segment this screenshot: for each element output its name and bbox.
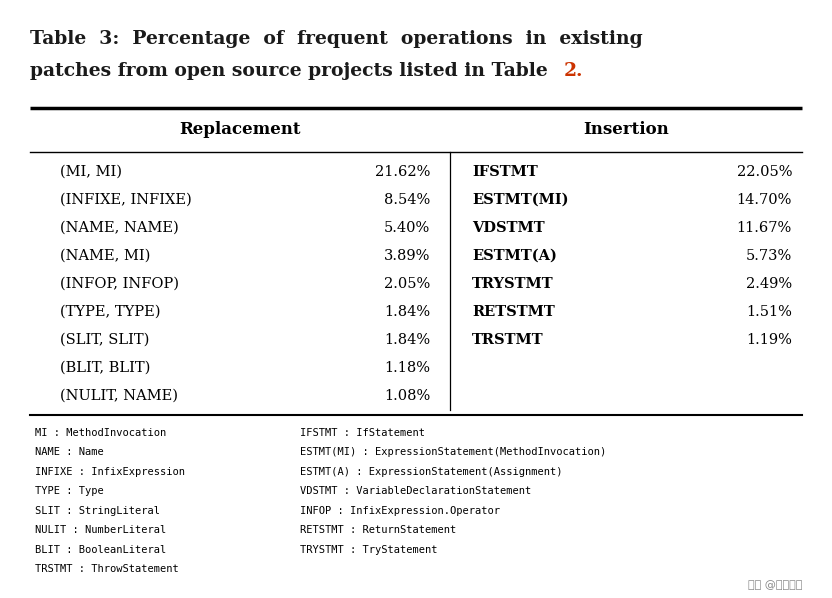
Text: 头条 @贾则科技: 头条 @贾则科技 bbox=[748, 580, 802, 590]
Text: patches from open source projects listed in Table: patches from open source projects listed… bbox=[30, 62, 554, 80]
Text: (INFOP, INFOP): (INFOP, INFOP) bbox=[60, 277, 179, 291]
Text: 22.05%: 22.05% bbox=[736, 165, 792, 179]
Text: 2.: 2. bbox=[564, 62, 583, 80]
Text: 2.05%: 2.05% bbox=[384, 277, 430, 291]
Text: ESTMT(A) : ExpressionStatement(Assignment): ESTMT(A) : ExpressionStatement(Assignmen… bbox=[300, 467, 562, 477]
Text: INFIXE : InfixExpression: INFIXE : InfixExpression bbox=[35, 467, 185, 477]
Text: TRYSTMT : TryStatement: TRYSTMT : TryStatement bbox=[300, 545, 438, 555]
Text: 1.84%: 1.84% bbox=[384, 305, 430, 319]
Text: 1.51%: 1.51% bbox=[746, 305, 792, 319]
Text: (NAME, NAME): (NAME, NAME) bbox=[60, 221, 179, 235]
Text: 5.73%: 5.73% bbox=[745, 249, 792, 263]
Text: 1.19%: 1.19% bbox=[746, 333, 792, 347]
Text: NAME : Name: NAME : Name bbox=[35, 447, 104, 457]
Text: Replacement: Replacement bbox=[179, 121, 300, 139]
Text: MI : MethodInvocation: MI : MethodInvocation bbox=[35, 428, 166, 438]
Text: (SLIT, SLIT): (SLIT, SLIT) bbox=[60, 333, 150, 347]
Text: 11.67%: 11.67% bbox=[737, 221, 792, 235]
Text: VDSTMT: VDSTMT bbox=[472, 221, 545, 235]
Text: 2.49%: 2.49% bbox=[745, 277, 792, 291]
Text: BLIT : BooleanLiteral: BLIT : BooleanLiteral bbox=[35, 545, 166, 555]
Text: RETSTMT: RETSTMT bbox=[472, 305, 555, 319]
Text: (TYPE, TYPE): (TYPE, TYPE) bbox=[60, 305, 161, 319]
Text: 5.40%: 5.40% bbox=[384, 221, 430, 235]
Text: 14.70%: 14.70% bbox=[736, 193, 792, 207]
Text: TYPE : Type: TYPE : Type bbox=[35, 486, 104, 496]
Text: 1.08%: 1.08% bbox=[384, 389, 430, 403]
Text: ESTMT(MI): ESTMT(MI) bbox=[472, 193, 568, 207]
Text: 8.54%: 8.54% bbox=[384, 193, 430, 207]
Text: IFSTMT : IfStatement: IFSTMT : IfStatement bbox=[300, 428, 425, 438]
Text: 1.18%: 1.18% bbox=[384, 361, 430, 375]
Text: TRYSTMT: TRYSTMT bbox=[472, 277, 553, 291]
Text: TRSTMT : ThrowStatement: TRSTMT : ThrowStatement bbox=[35, 565, 179, 574]
Text: (MI, MI): (MI, MI) bbox=[60, 165, 122, 179]
Text: (NULIT, NAME): (NULIT, NAME) bbox=[60, 389, 178, 403]
Text: SLIT : StringLiteral: SLIT : StringLiteral bbox=[35, 506, 160, 515]
Text: ESTMT(MI) : ExpressionStatement(MethodInvocation): ESTMT(MI) : ExpressionStatement(MethodIn… bbox=[300, 447, 607, 457]
Text: (BLIT, BLIT): (BLIT, BLIT) bbox=[60, 361, 151, 375]
Text: 1.84%: 1.84% bbox=[384, 333, 430, 347]
Text: 3.89%: 3.89% bbox=[384, 249, 430, 263]
Text: (INFIXE, INFIXE): (INFIXE, INFIXE) bbox=[60, 193, 191, 207]
Text: RETSTMT : ReturnStatement: RETSTMT : ReturnStatement bbox=[300, 525, 456, 535]
Text: NULIT : NumberLiteral: NULIT : NumberLiteral bbox=[35, 525, 166, 535]
Text: VDSTMT : VariableDeclarationStatement: VDSTMT : VariableDeclarationStatement bbox=[300, 486, 532, 496]
Text: Insertion: Insertion bbox=[583, 121, 669, 139]
Text: INFOP : InfixExpression.Operator: INFOP : InfixExpression.Operator bbox=[300, 506, 500, 515]
Text: Table  3:  Percentage  of  frequent  operations  in  existing: Table 3: Percentage of frequent operatio… bbox=[30, 30, 643, 48]
Text: TRSTMT: TRSTMT bbox=[472, 333, 543, 347]
Text: ESTMT(A): ESTMT(A) bbox=[472, 249, 557, 263]
Text: IFSTMT: IFSTMT bbox=[472, 165, 537, 179]
Text: (NAME, MI): (NAME, MI) bbox=[60, 249, 151, 263]
Text: 21.62%: 21.62% bbox=[374, 165, 430, 179]
